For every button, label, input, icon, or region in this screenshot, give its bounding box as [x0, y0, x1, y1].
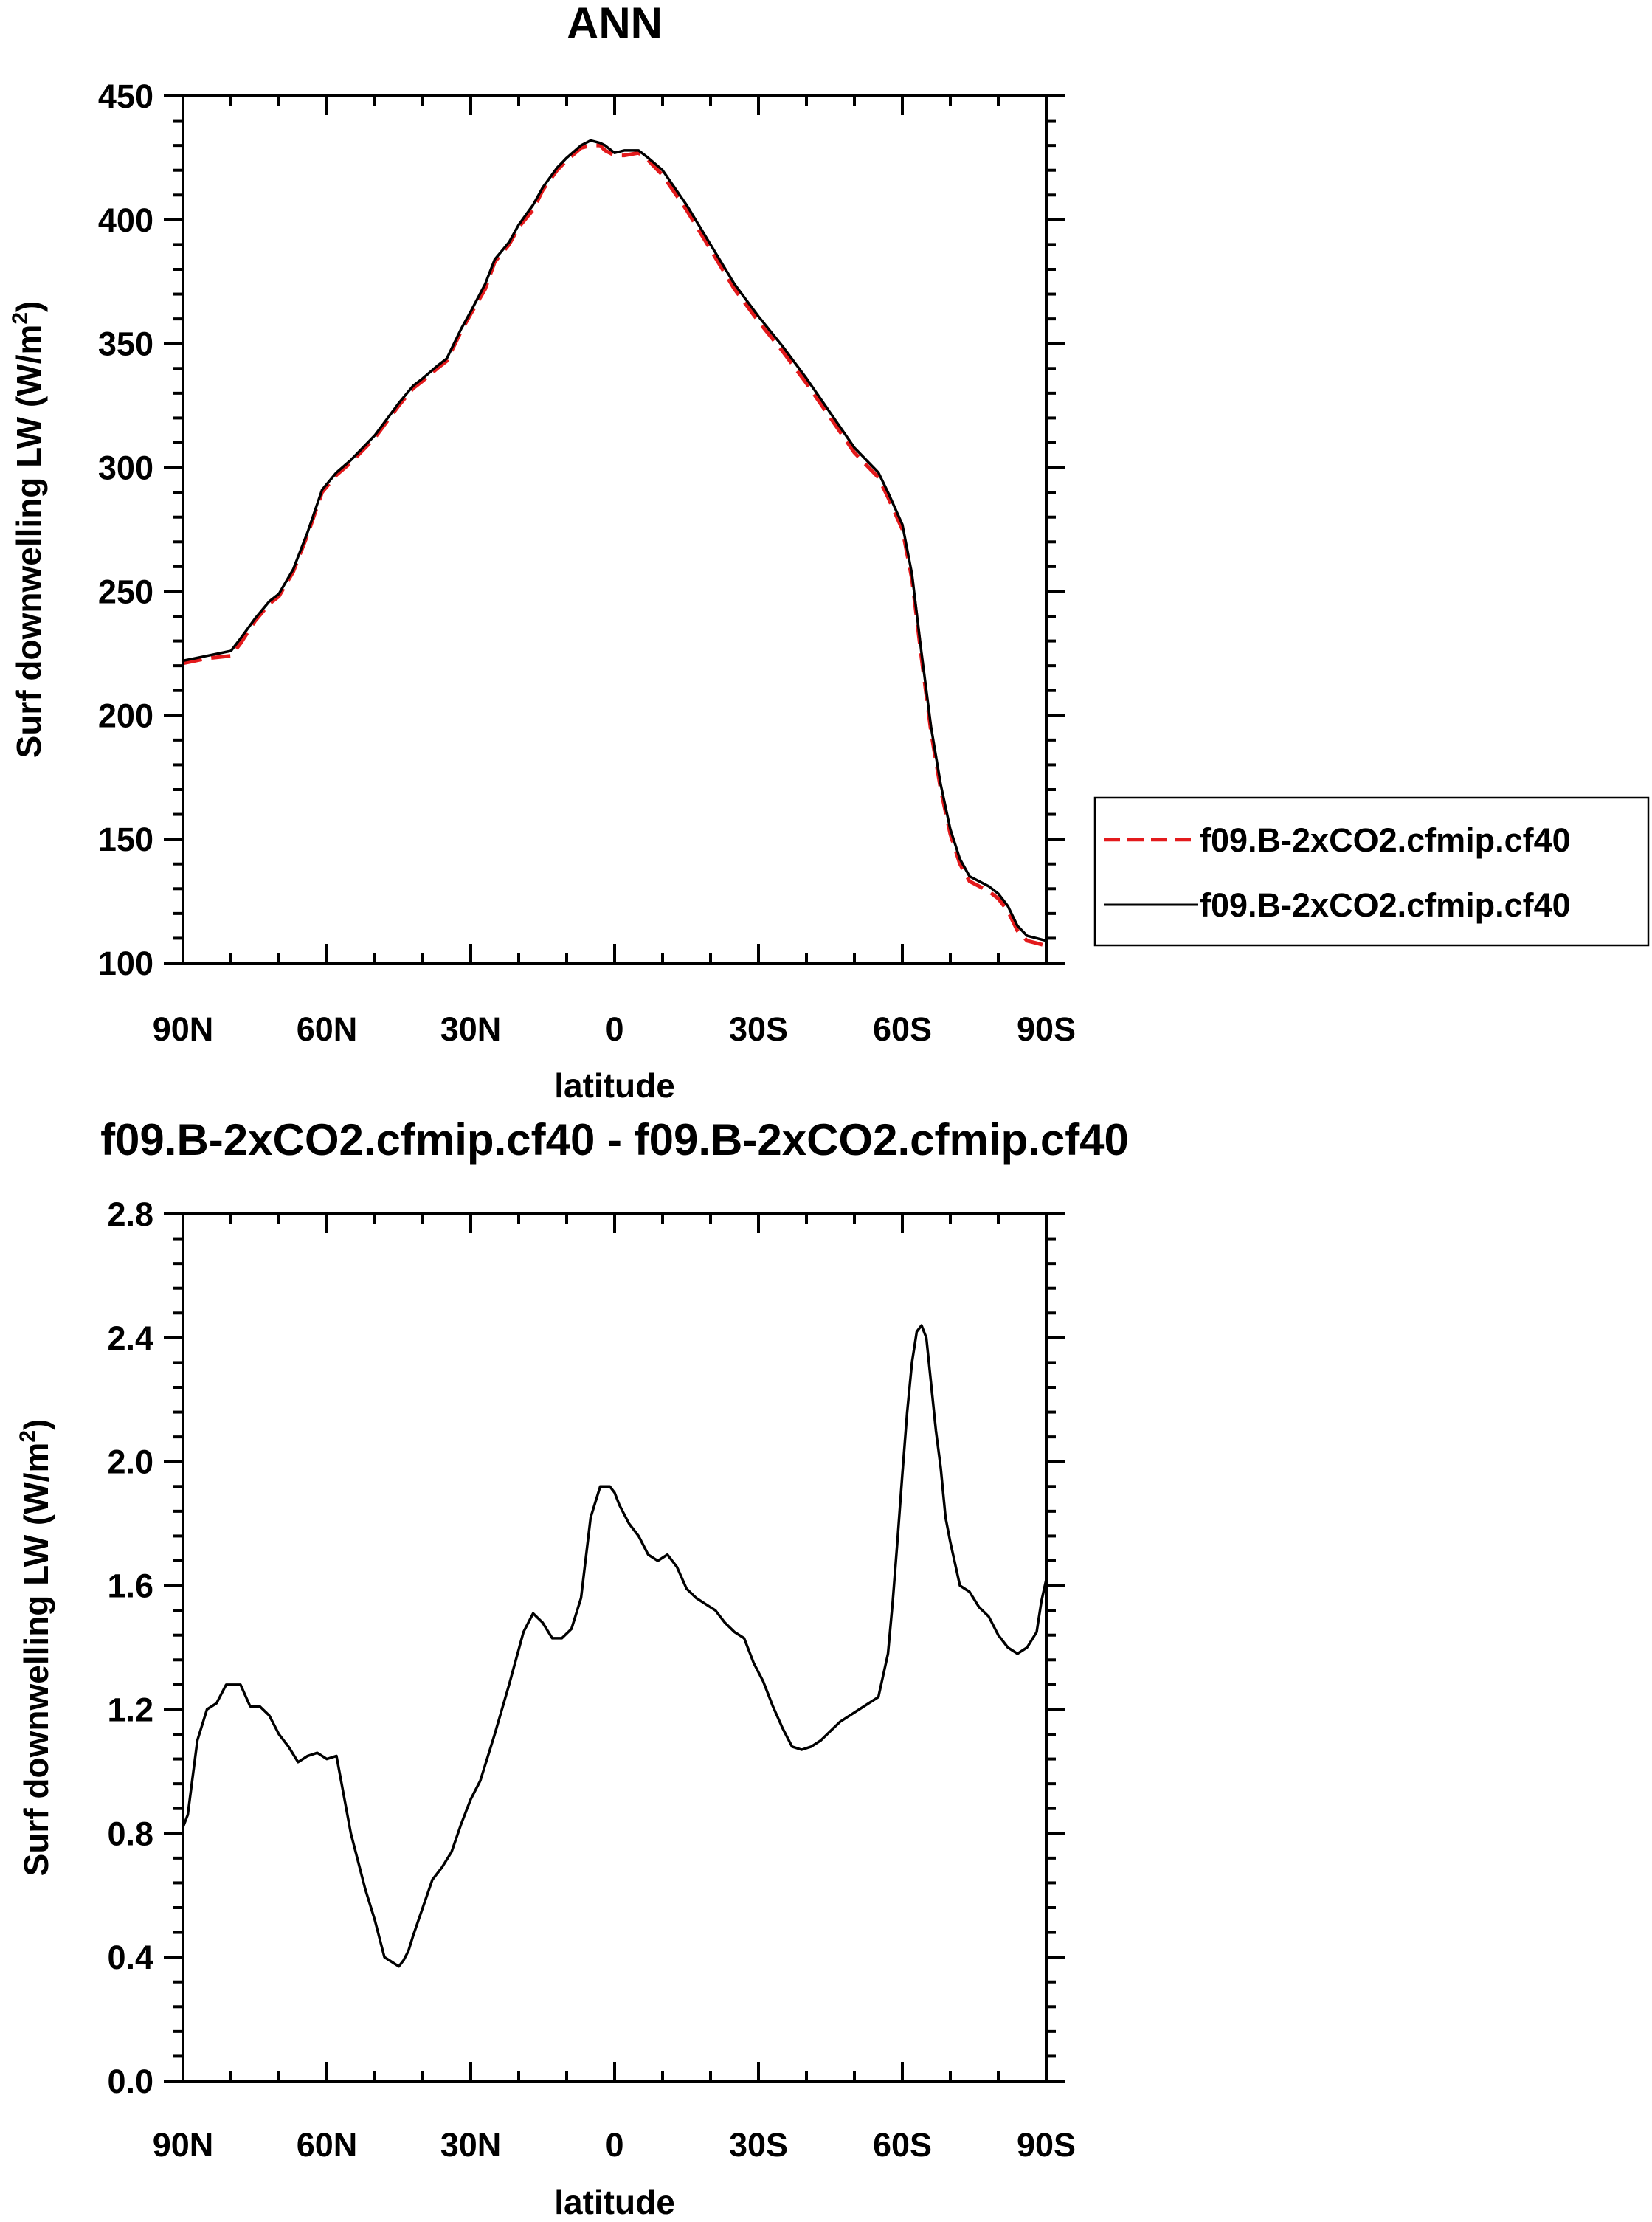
y-tick-label: 100 [98, 945, 153, 982]
series-line-1 [182, 143, 1047, 948]
plot-frame [182, 94, 1048, 965]
top-chart: ANN 90N 60N 30N 0 30S 60S 90S 100 150 200 250 300 350… [8, 0, 1650, 1105]
y-tick-label: 0.8 [107, 1815, 153, 1852]
y-axis-label: Surf downwelling LW (W/m2) [8, 301, 48, 759]
y-tick-label: 1.2 [107, 1691, 153, 1728]
y-tick-label: 250 [98, 573, 153, 610]
x-tick-label: 60N [297, 2126, 358, 2164]
x-tick-label: 60S [873, 2126, 932, 2164]
x-tick-label: 60N [297, 1010, 358, 1048]
y-tick-label: 150 [98, 821, 153, 858]
y-axis-label-close: ) [17, 1419, 55, 1430]
legend-label-1: f09.B-2xCO2.cfmip.cf40 [1200, 821, 1571, 859]
x-tick-label: 90N [153, 1010, 214, 1048]
x-tick-label: 30N [440, 2126, 502, 2164]
y-tick-label: 200 [98, 697, 153, 734]
y-tick-label: 2.8 [107, 1195, 153, 1233]
x-tick-label: 30S [729, 2126, 788, 2164]
chart-title: ANN [567, 0, 663, 48]
y-axis-label-superscript: 2 [15, 1430, 40, 1443]
y-tick-label: 2.0 [107, 1443, 153, 1481]
y-axis-label: Surf downwelling LW (W/m2) [15, 1419, 55, 1877]
y-axis-label-close: ) [10, 301, 48, 312]
y-tick-label: 300 [98, 449, 153, 487]
y-tick-label: 2.4 [107, 1319, 153, 1357]
difference-chart: f09.B-2xCO2.cfmip.cf40 - f09.B-2xCO2.cfm… [15, 1115, 1129, 2221]
x-tick-label: 30S [729, 1010, 788, 1048]
plot-frame [182, 1212, 1048, 2083]
series-line-1 [182, 1324, 1048, 1968]
legend-label-2: f09.B-2xCO2.cfmip.cf40 [1200, 886, 1571, 924]
y-tick-label: 0.0 [107, 2063, 153, 2100]
y-axis-label-superscript: 2 [8, 312, 32, 325]
x-tick-label: 30N [440, 1010, 502, 1048]
x-tick-label: 60S [873, 1010, 932, 1048]
x-tick-label: 90S [1017, 1010, 1076, 1048]
y-axis-label-main: Surf downwelling LW (W/m [17, 1443, 55, 1877]
y-tick-label: 400 [98, 201, 153, 239]
y-axis-label-main: Surf downwelling LW (W/m [10, 325, 48, 759]
legend-box [1093, 796, 1650, 947]
x-axis-label: latitude [554, 1066, 675, 1105]
y-tick-label: 0.4 [107, 1939, 153, 1976]
y-tick-label: 450 [98, 77, 153, 115]
series-line-2 [182, 139, 1047, 942]
x-tick-label: 90N [153, 2126, 214, 2164]
y-tick-label: 350 [98, 325, 153, 363]
x-tick-label: 0 [605, 1010, 623, 1048]
chart-title: f09.B-2xCO2.cfmip.cf40 - f09.B-2xCO2.cfm… [100, 1115, 1129, 1165]
x-tick-label: 90S [1017, 2126, 1076, 2164]
y-tick-label: 1.6 [107, 1567, 153, 1605]
x-axis-label: latitude [554, 2183, 675, 2221]
x-tick-label: 0 [605, 2126, 623, 2164]
